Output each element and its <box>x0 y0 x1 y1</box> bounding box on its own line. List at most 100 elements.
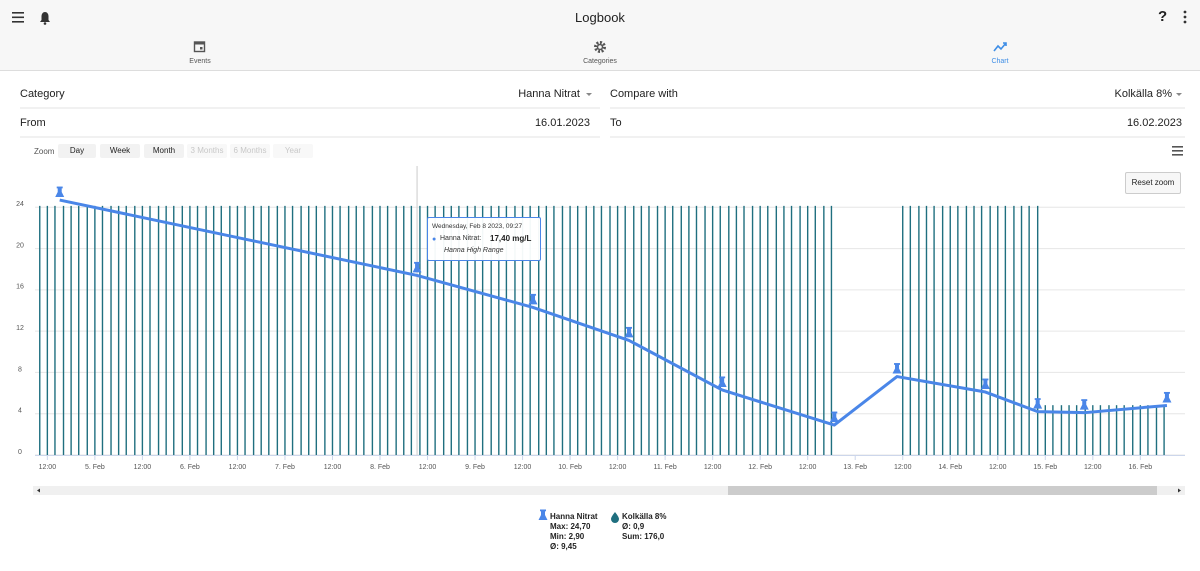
marker-icon <box>412 263 422 273</box>
x-tick-label: 14. Feb <box>938 464 962 471</box>
point <box>980 378 990 390</box>
tab-events[interactable]: Events <box>189 58 211 65</box>
y-tick-label: 12 <box>16 325 24 332</box>
menu-icon[interactable] <box>12 12 24 23</box>
tooltip-title: Wednesday, Feb 8 2023, 09:27 <box>432 223 523 230</box>
top-icons <box>12 12 50 25</box>
marker-icon <box>538 511 548 520</box>
point <box>55 186 65 198</box>
marker-icon <box>1033 399 1043 409</box>
x-tick-label: 11. Feb <box>654 464 677 471</box>
x-tick-label: 10. Feb <box>558 464 582 471</box>
y-tick-label: 8 <box>18 366 22 373</box>
y-tick-label: 16 <box>16 284 24 291</box>
marker-icon <box>980 380 990 390</box>
marker-cap <box>982 378 989 381</box>
tooltip: Wednesday, Feb 8 2023, 09:27 ● Hanna Nit… <box>427 217 541 261</box>
marker-cap <box>719 376 726 379</box>
events-icon <box>193 41 206 53</box>
bell-icon[interactable] <box>40 12 50 25</box>
x-tick-label: 12:00 <box>39 464 57 471</box>
x-tick-label: 12:00 <box>1084 464 1102 471</box>
zoom-button: Year <box>273 144 313 158</box>
to-label: To <box>610 117 622 129</box>
point <box>1079 399 1089 410</box>
marker-cap <box>626 326 633 329</box>
help-icon[interactable]: ? <box>1158 8 1168 25</box>
marker-icon <box>1079 400 1089 410</box>
legend-symbol <box>611 512 619 523</box>
compare-label: Compare with <box>610 88 678 100</box>
marker-icon <box>624 328 634 338</box>
categories-icon <box>594 41 606 53</box>
legend-symbol <box>538 509 548 520</box>
scrollbar-thumb <box>728 486 1157 495</box>
legend-line[interactable]: Hanna Nitrat Max: 24,70 Min: 2,90 Ø: 9,4… <box>550 512 598 552</box>
more-icon[interactable] <box>1182 10 1188 26</box>
y-tick-label: 4 <box>18 408 22 415</box>
scrollbar-track <box>33 486 1185 495</box>
scroll-right <box>1178 488 1181 493</box>
zoom-button[interactable]: Week <box>100 144 140 158</box>
legend-name: Hanna Nitrat <box>550 512 598 521</box>
x-tick-label: 5. Feb <box>85 464 105 471</box>
legend-stat: Max: 24,70 <box>550 522 591 531</box>
export-menu[interactable] <box>1172 146 1184 156</box>
x-tick-label: 12:00 <box>514 464 532 471</box>
marker-cap <box>1034 398 1041 400</box>
tab-categories[interactable]: Categories <box>583 58 617 65</box>
tooltip-dot: ● <box>432 236 437 243</box>
to-value[interactable]: 16.02.2023 <box>1126 117 1182 129</box>
point <box>1033 398 1043 409</box>
y-tick-label: 24 <box>16 201 24 208</box>
legend-stat: Sum: 176,0 <box>622 532 665 541</box>
tooltip-series: Hanna Nitrat: <box>440 235 482 242</box>
legend-name: Kolkälla 8% <box>622 512 667 521</box>
zoom-button: 3 Months <box>187 144 227 158</box>
app-bar <box>0 0 1200 71</box>
x-tick-label: 12:00 <box>609 464 627 471</box>
marker-cap <box>894 363 901 365</box>
marker-icon <box>892 364 902 374</box>
line <box>59 198 1168 427</box>
x-tick-label: 12:00 <box>799 464 817 471</box>
zoom-button[interactable]: Month <box>144 144 184 158</box>
legend-stat: Ø: 0,9 <box>622 522 645 531</box>
x-tick-label: 16. Feb <box>1128 464 1152 471</box>
x-tick-label: 7. Feb <box>275 464 295 471</box>
from-value[interactable]: 16.01.2023 <box>534 117 590 129</box>
point <box>892 363 902 374</box>
x-tick-label: 12:00 <box>989 464 1007 471</box>
tab-chart[interactable]: Chart <box>991 58 1009 65</box>
app-title: Logbook <box>575 10 625 25</box>
x-tick-label: 9. Feb <box>465 464 485 471</box>
legend-stat: Min: 2,90 <box>550 532 585 541</box>
tooltip-note: Hanna High Range <box>444 247 504 254</box>
category-label: Category <box>20 88 65 100</box>
y-tick-label: 20 <box>16 242 24 249</box>
x-tick-label: 12:00 <box>229 464 247 471</box>
point <box>829 411 839 423</box>
chart-icon <box>993 42 1007 52</box>
x-tick-label: 13. Feb <box>843 464 867 471</box>
scroll-left <box>37 488 40 493</box>
marker-cap <box>1163 391 1170 394</box>
x-tick-label: 12:00 <box>704 464 722 471</box>
point <box>528 293 538 305</box>
marker-cap <box>530 293 537 296</box>
marker-cap <box>540 509 546 512</box>
marker-icon <box>829 413 839 423</box>
marker-icon <box>717 377 727 387</box>
category-value[interactable]: Hanna Nitrat <box>518 88 580 100</box>
reset-zoom[interactable]: Reset zoom <box>1125 172 1181 194</box>
marker-icon <box>1162 393 1172 403</box>
marker-cap <box>1081 399 1088 401</box>
x-tick-label: 12:00 <box>894 464 912 471</box>
legend-bar[interactable]: Kolkälla 8% Ø: 0,9 Sum: 176,0 <box>622 512 666 542</box>
marker-icon <box>55 188 65 198</box>
marker-cap <box>831 411 838 414</box>
compare-value[interactable]: Kolkälla 8% <box>1114 88 1172 100</box>
zoom-button[interactable]: Day <box>58 144 96 158</box>
x-tick-label: 6. Feb <box>180 464 200 471</box>
